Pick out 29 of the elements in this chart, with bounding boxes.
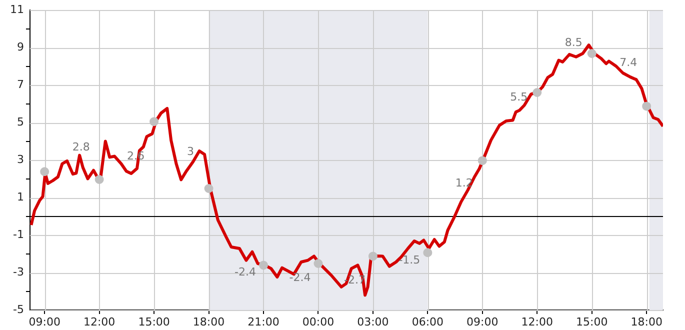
y-tick-label: -3 bbox=[13, 265, 24, 278]
x-tick-label: 12:00 bbox=[83, 315, 116, 328]
annotation: 2.8 bbox=[72, 140, 90, 154]
y-tick-label: 9 bbox=[17, 40, 24, 54]
x-tick-label: 18:00 bbox=[192, 315, 225, 328]
y-tick-label: 1 bbox=[17, 190, 24, 204]
x-tick-label: 09:00 bbox=[28, 315, 60, 328]
annotation: 7.4 bbox=[620, 56, 638, 69]
x-tick-label: 03:00 bbox=[357, 315, 389, 328]
y-tick-label: 3 bbox=[17, 152, 24, 166]
y-tick-label: -1 bbox=[13, 228, 24, 241]
x-tick-label: 09:00 bbox=[466, 315, 498, 328]
annotation: -2.4 bbox=[234, 266, 256, 279]
y-tick-label: 5 bbox=[17, 115, 24, 128]
y-tick-label: 7 bbox=[17, 78, 24, 91]
x-tick-label: 06:00 bbox=[412, 315, 444, 328]
x-tick-label: 15:00 bbox=[138, 315, 170, 328]
x-tick-label: 21:00 bbox=[248, 315, 280, 328]
x-tick-label: 18:00 bbox=[630, 315, 662, 328]
annotation: -1.5 bbox=[398, 254, 420, 267]
x-tick-label: 12:00 bbox=[521, 315, 553, 328]
y-tick-label: 11 bbox=[10, 2, 24, 16]
y-tick-label: -5 bbox=[13, 302, 24, 316]
annotation: 8.5 bbox=[564, 36, 582, 49]
annotation: 3 bbox=[187, 145, 194, 158]
x-tick-label: 00:00 bbox=[302, 315, 334, 328]
annotation: 5.5 bbox=[510, 90, 528, 104]
x-tick-label: 15:00 bbox=[576, 315, 608, 328]
annotation: -2.4 bbox=[289, 270, 311, 284]
